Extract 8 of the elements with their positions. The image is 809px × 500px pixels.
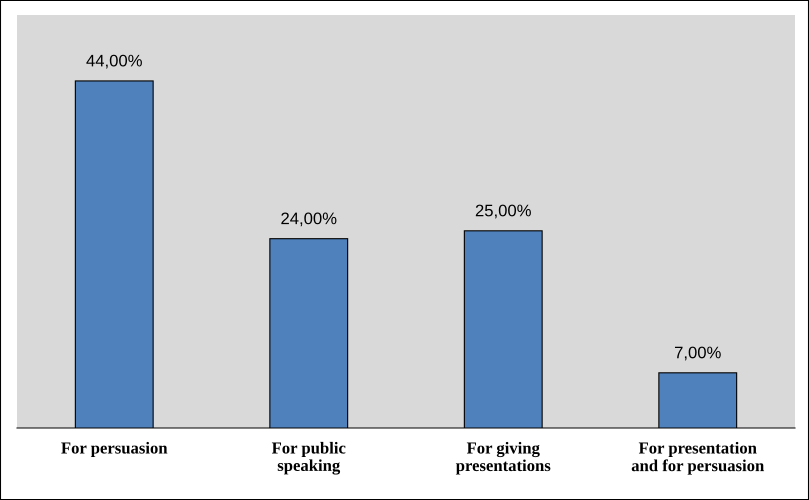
data-label: 44,00% [86,54,142,69]
x-tick-label: For public speaking [272,442,346,475]
data-label: 25,00% [476,204,531,218]
x-tick-label: For presentation and for persuasion [632,442,764,475]
data-label: 24,00% [281,212,336,226]
x-tick-label: For giving presentations [456,442,550,475]
data-label: 7,00% [674,346,721,360]
x-tick-label: For persuasion [61,442,168,458]
